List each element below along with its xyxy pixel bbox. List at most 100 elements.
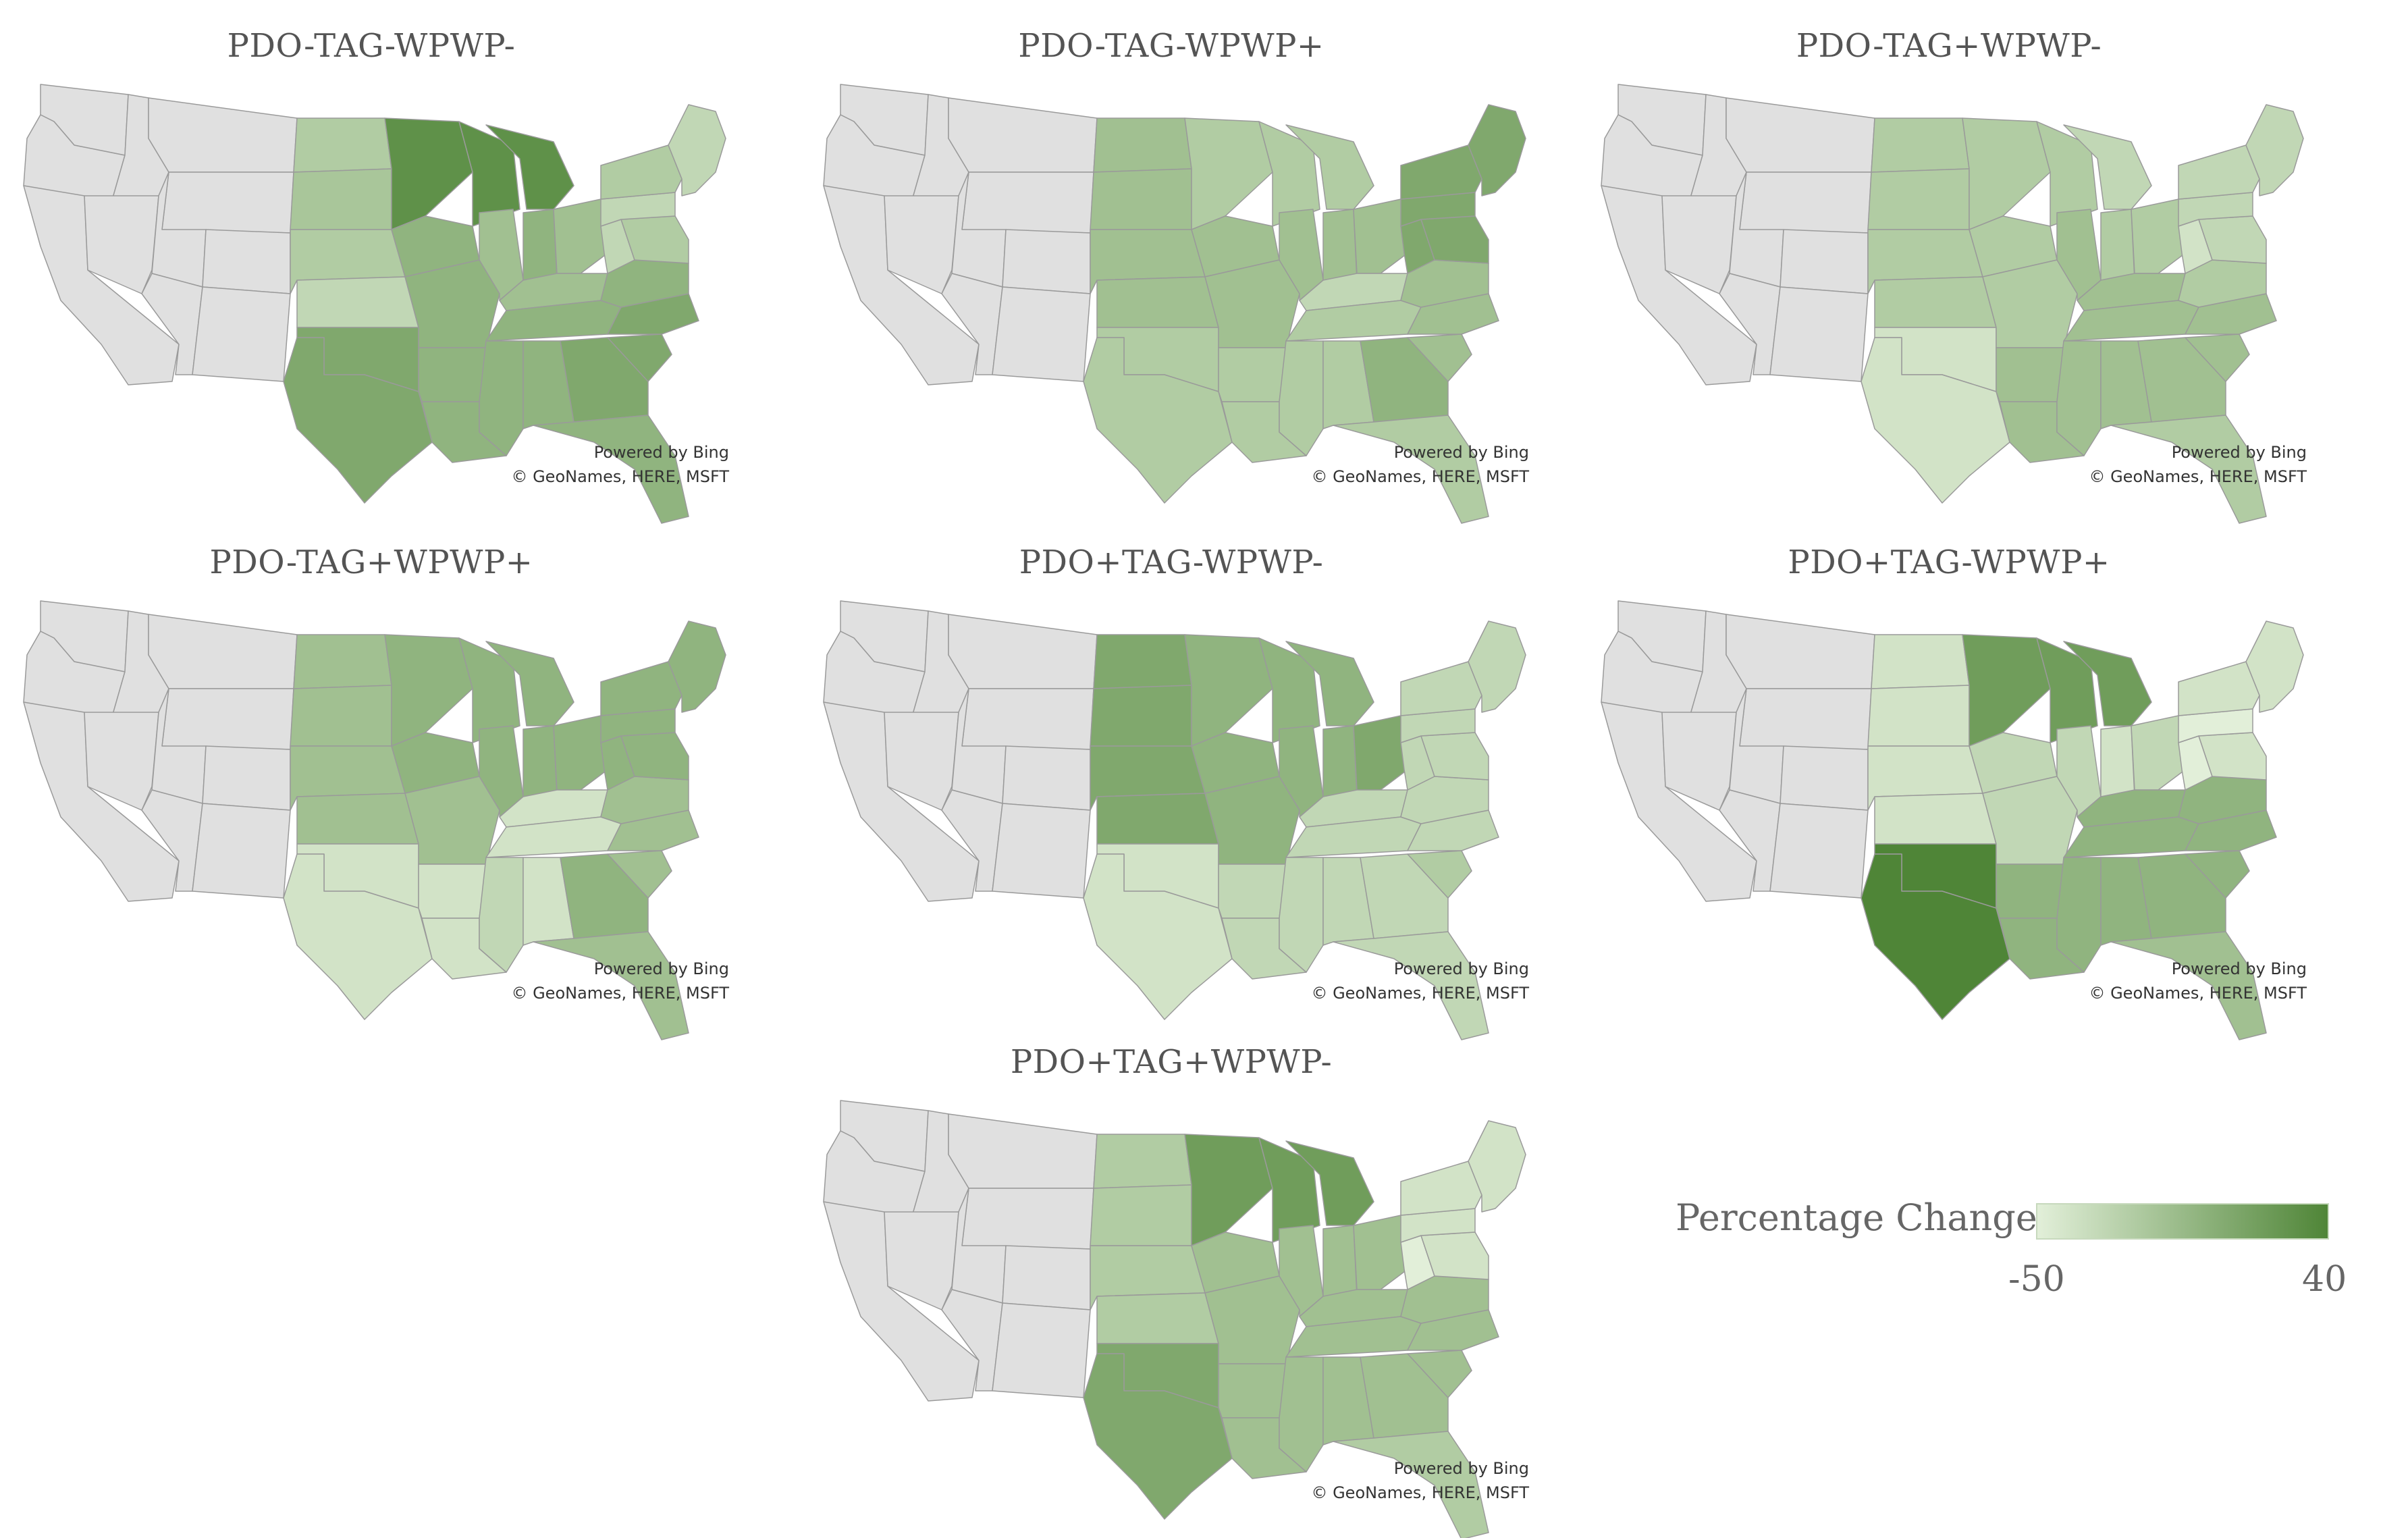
state-ia — [1191, 732, 1280, 794]
state-sd — [1090, 685, 1192, 747]
state-mt — [148, 97, 298, 173]
state-ks — [1096, 793, 1219, 845]
map-title: PDO+TAG+WPWP- — [1010, 1043, 1333, 1081]
state-ny — [2178, 144, 2260, 200]
map-credit: Powered by Bing © GeoNames, HERE, MSFT — [2089, 440, 2307, 489]
state-nd — [1093, 1134, 1192, 1189]
state-mn — [1184, 117, 1273, 230]
state-ne_reg — [2245, 104, 2304, 196]
state-sc — [1407, 334, 1472, 382]
us-choropleth-map — [23, 84, 726, 524]
state-mt — [148, 614, 298, 689]
state-tx — [1083, 1353, 1233, 1520]
state-tx — [283, 337, 433, 504]
state-ne_reg — [1468, 104, 1526, 196]
state-ny — [1400, 144, 1482, 200]
state-oh — [1353, 198, 1408, 274]
credit-line: © GeoNames, HERE, MSFT — [2089, 984, 2307, 1003]
state-in — [2100, 209, 2135, 281]
state-mn — [1184, 1134, 1273, 1246]
state-sd — [1867, 168, 1970, 230]
state-mn — [384, 634, 473, 747]
state-sc — [607, 850, 672, 899]
state-ms — [1279, 1356, 1324, 1473]
state-nd — [293, 117, 392, 173]
state-ms — [479, 340, 524, 456]
state-fl — [1333, 1431, 1489, 1538]
state-nd — [1093, 634, 1192, 689]
credit-line: Powered by Bing — [1393, 959, 1529, 978]
map-credit: Powered by Bing © GeoNames, HERE, MSFT — [1311, 1456, 1529, 1505]
state-co — [202, 229, 291, 294]
map-credit: Powered by Bing © GeoNames, HERE, MSFT — [1311, 957, 1529, 1005]
legend-title: Percentage Change — [1676, 1196, 2037, 1239]
state-co — [1002, 229, 1091, 294]
us-choropleth-map — [823, 600, 1526, 1040]
credit-line: © GeoNames, HERE, MSFT — [1311, 984, 1529, 1003]
map-title: PDO-TAG+WPWP- — [1796, 27, 2102, 65]
state-tx — [1083, 853, 1233, 1020]
state-nd — [1871, 634, 1970, 689]
state-co — [202, 745, 291, 811]
state-sd — [290, 685, 392, 747]
state-fl — [533, 931, 689, 1040]
state-nd — [1871, 117, 1970, 173]
state-sc — [1407, 1350, 1472, 1398]
state-ar — [1996, 347, 2064, 402]
state-ne_reg — [1468, 620, 1526, 713]
state-nm — [992, 286, 1091, 382]
state-mt — [948, 614, 1098, 689]
state-ar — [1218, 864, 1287, 919]
state-ia — [391, 732, 480, 794]
us-choropleth-map — [1601, 84, 2304, 524]
state-nm — [992, 1302, 1091, 1398]
credit-line: © GeoNames, HERE, MSFT — [2089, 467, 2307, 486]
state-mt — [1725, 614, 1875, 689]
credit-line: © GeoNames, HERE, MSFT — [511, 467, 729, 486]
state-oh — [1353, 715, 1408, 791]
state-tx — [1083, 337, 1233, 504]
state-nm — [1769, 286, 1869, 382]
map-panel-1: PDO-TAG-WPWP- Powered by Bing © GeoNames… — [14, 0, 756, 524]
state-fl — [2110, 931, 2267, 1040]
state-sc — [1407, 850, 1472, 899]
state-nv — [1661, 712, 1737, 811]
map-panel-6: PDO+TAG-WPWP+ Powered by Bing © GeoNames… — [1591, 516, 2334, 1040]
state-mn — [384, 117, 473, 230]
map-title: PDO+TAG-WPWP- — [1019, 543, 1324, 581]
state-mt — [948, 97, 1098, 173]
state-ga — [560, 337, 649, 423]
state-ar — [1218, 1363, 1287, 1418]
legend-color-bar — [2036, 1203, 2329, 1240]
state-oh — [553, 715, 608, 791]
state-mo — [1204, 776, 1300, 865]
credit-line: Powered by Bing — [1393, 1459, 1529, 1478]
state-ia — [1191, 215, 1280, 277]
legend-min-label: -50 — [2008, 1259, 2065, 1300]
map-panel-3: PDO-TAG+WPWP- Powered by Bing © GeoNames… — [1591, 0, 2334, 524]
credit-line: Powered by Bing — [2171, 959, 2307, 978]
state-ny — [600, 661, 683, 716]
state-mo — [1982, 776, 2078, 865]
state-sd — [1090, 168, 1192, 230]
state-mt — [1725, 97, 1875, 173]
state-nm — [192, 286, 291, 382]
state-ms — [2056, 857, 2102, 973]
map-title: PDO-TAG-WPWP+ — [1018, 27, 1325, 65]
map-panel-5: PDO+TAG-WPWP- Powered by Bing © GeoNames… — [813, 516, 1556, 1040]
credit-line: Powered by Bing — [1393, 443, 1529, 462]
state-ks — [1874, 793, 1997, 845]
credit-line: © GeoNames, HERE, MSFT — [1311, 1483, 1529, 1502]
state-oh — [2131, 198, 2186, 274]
state-nc — [2185, 810, 2277, 851]
state-nm — [992, 803, 1091, 899]
state-nv — [884, 195, 959, 294]
map-credit: Powered by Bing © GeoNames, HERE, MSFT — [2089, 957, 2307, 1005]
state-co — [1002, 1245, 1091, 1310]
state-nc — [2185, 293, 2277, 335]
state-ia — [391, 215, 480, 277]
state-ks — [1096, 1292, 1219, 1344]
state-ny — [600, 144, 683, 200]
state-ny — [2178, 661, 2260, 716]
state-nc — [607, 293, 699, 335]
